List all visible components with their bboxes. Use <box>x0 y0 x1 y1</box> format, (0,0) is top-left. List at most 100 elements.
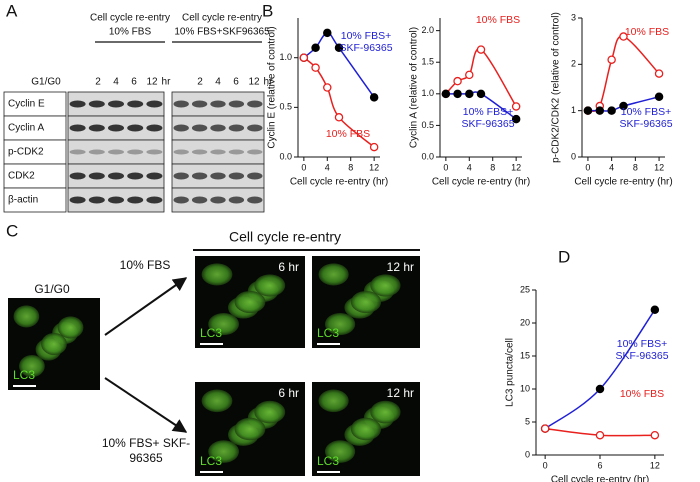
stain-label: LC3 <box>200 454 222 468</box>
x-axis-title: Cell cycle re-entry (hr) <box>574 177 672 188</box>
band <box>127 149 144 155</box>
band <box>247 172 263 180</box>
band <box>127 100 144 108</box>
band <box>191 196 208 204</box>
data-point <box>607 55 616 64</box>
band <box>69 124 86 132</box>
series-label-box: 10% FBS+ SKF-96365 <box>615 338 668 362</box>
band <box>108 100 124 108</box>
time-label: 12 hr <box>387 386 414 400</box>
panel-letter: B <box>262 1 273 20</box>
band <box>228 196 245 204</box>
protein-label: Cyclin A <box>8 123 44 134</box>
x-tick-label: 12 <box>369 162 379 172</box>
data-point <box>540 424 550 433</box>
band <box>191 149 208 155</box>
series-label-box: 10% FBS+ SKF-96365 <box>461 106 514 130</box>
band <box>191 100 208 108</box>
band <box>210 172 226 180</box>
data-point <box>583 106 593 115</box>
x-tick-label: 6 <box>597 460 602 470</box>
data-point <box>654 92 664 102</box>
data-point <box>369 142 379 152</box>
band <box>88 100 105 108</box>
y-tick-label: 0.5 <box>421 120 434 130</box>
band <box>247 124 263 132</box>
band <box>191 124 208 132</box>
band <box>88 149 105 155</box>
y-tick-label: 10 <box>520 383 530 393</box>
blot-header: 10% FBS <box>109 27 152 38</box>
band <box>127 124 144 132</box>
time-label: 6 hr <box>278 386 299 400</box>
cell <box>41 332 67 356</box>
protein-label: Cyclin E <box>8 99 45 110</box>
band <box>88 124 105 132</box>
band <box>247 100 263 108</box>
y-tick-label: 0 <box>571 151 576 161</box>
lane-label: 4 <box>113 77 119 88</box>
y-tick-label: 3 <box>571 12 576 22</box>
band <box>146 172 163 180</box>
y-tick-label: 1.5 <box>421 57 434 67</box>
x-axis-title: Cell cycle re-entry (hr) <box>551 475 649 482</box>
y-tick-label: 1.0 <box>421 88 434 98</box>
cell <box>254 400 286 424</box>
band <box>127 196 144 204</box>
band <box>228 100 245 108</box>
x-tick-label: 8 <box>348 162 353 172</box>
arrow <box>104 377 188 433</box>
band <box>173 196 189 204</box>
band <box>173 124 189 132</box>
data-point <box>465 89 474 99</box>
cell <box>254 274 286 297</box>
arrow <box>104 277 188 336</box>
condition-label: 10% FBS+ SKF-96365 <box>101 436 191 465</box>
cell <box>318 389 349 413</box>
control-label: G1/G0 <box>34 282 70 296</box>
panel-letter: A <box>6 1 18 20</box>
label-cell <box>3 115 67 141</box>
x-tick-label: 4 <box>609 162 614 172</box>
cell <box>350 417 382 441</box>
band <box>173 100 189 108</box>
band <box>108 124 124 132</box>
series-label: 10% FBS <box>325 128 371 140</box>
x-tick-label: 0 <box>301 162 306 172</box>
data-point <box>650 305 660 315</box>
series-label: 10% FBS <box>624 26 670 38</box>
lane-label: 2 <box>197 77 203 88</box>
band <box>69 100 86 108</box>
band <box>69 196 86 204</box>
band <box>210 149 226 155</box>
band <box>146 196 163 204</box>
band <box>173 149 189 155</box>
panel-letter: C <box>6 221 18 240</box>
x-tick-label: 8 <box>633 162 638 172</box>
band <box>210 124 226 132</box>
y-tick-label: 0.0 <box>279 151 292 161</box>
band <box>108 172 124 180</box>
band <box>88 196 105 204</box>
label-cell <box>3 187 67 213</box>
band <box>247 149 263 155</box>
data-point <box>476 89 486 99</box>
data-point <box>650 430 660 440</box>
band <box>210 100 226 108</box>
x-axis-title: Cell cycle re-entry (hr) <box>432 177 530 188</box>
series-label-box: 10% FBS+ SKF-96365 <box>619 106 672 130</box>
cell <box>208 313 240 336</box>
series-label-box: 10% FBS <box>620 388 664 400</box>
cell <box>324 440 356 463</box>
data-point <box>323 83 332 92</box>
x-axis-title: Cell cycle re-entry (hr) <box>290 177 388 188</box>
label-cell <box>3 139 67 165</box>
stain-label: LC3 <box>200 326 222 340</box>
band <box>173 172 189 180</box>
x-tick-label: 8 <box>490 162 495 172</box>
cell <box>324 313 356 336</box>
series-label: 10% FBS+ SKF-96365 <box>339 30 393 54</box>
lane-label: 12 <box>248 77 260 88</box>
cell <box>234 417 266 441</box>
